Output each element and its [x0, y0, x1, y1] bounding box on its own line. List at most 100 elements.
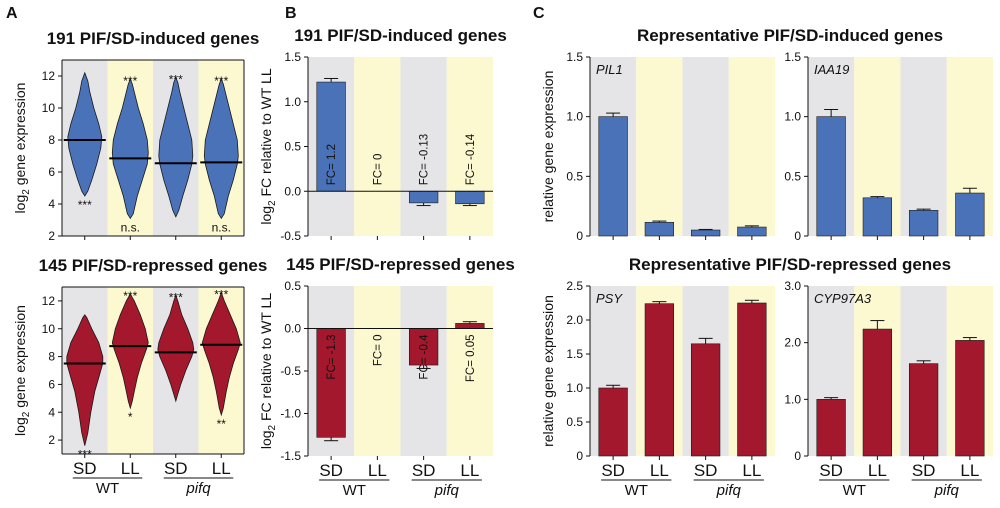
y-tick-label: 12 [42, 69, 56, 83]
x-tick-label: LL [121, 459, 140, 478]
bar-3 [690, 229, 721, 237]
bar-4 [455, 190, 485, 205]
background-band-2 [354, 286, 401, 456]
group-label-wt: WT [843, 482, 866, 499]
bar-1 [598, 387, 628, 457]
x-tick-label: SD [819, 461, 843, 480]
group-label-wt: WT [96, 480, 119, 497]
bar-4 [455, 323, 485, 329]
y-tick-label: 8 [48, 133, 55, 147]
x-tick-label: SD [601, 461, 625, 480]
y-tick-label: 12 [42, 294, 56, 308]
y-tick-label: 2.5 [566, 279, 583, 293]
y-tick-label: 1.5 [284, 50, 301, 64]
y-tick-label: 3.0 [784, 279, 801, 293]
significance-bottom-2: * [128, 410, 133, 424]
y-axis-label-subscript: 2 [21, 189, 32, 195]
group-label-wt: WT [625, 482, 648, 499]
bar-1 [316, 328, 346, 438]
y-tick-label: 2 [48, 433, 55, 447]
background-band-3 [900, 57, 947, 236]
bar-3 [690, 343, 721, 457]
chart-c-bottom-left: PSY 0 0.5 1.0 1.5 2.0 2.5 relative gene express… [540, 255, 951, 499]
bar-2 [644, 221, 675, 237]
x-tick-label: LL [742, 461, 761, 480]
violin-2 [111, 78, 149, 220]
bar-1 [816, 116, 846, 237]
x-tick-label: SD [319, 461, 343, 480]
y-axis-label-rest: gene expression [12, 305, 28, 412]
significance-top-3: *** [169, 73, 183, 87]
y-tick-label: 1.5 [784, 50, 801, 64]
y-tick-label: 4 [48, 197, 55, 211]
y-tick-label: 0.0 [284, 184, 301, 198]
y-tick-label: 2.0 [784, 336, 801, 350]
panel-label-a: A [6, 5, 18, 22]
background-band-3 [400, 57, 447, 236]
section-title: Representative PIF/SD-repressed genes [629, 255, 951, 274]
group-label-pifq: pifq [716, 482, 742, 499]
bar-2 [862, 197, 893, 237]
background-band-3 [682, 57, 729, 236]
y-tick-label: -0.5 [280, 364, 301, 378]
y-tick-label: 0.5 [284, 140, 301, 154]
x-tick-label: SD [912, 461, 936, 480]
group-label-wt: WT [343, 482, 366, 499]
fc-label-2: FC= 0 [372, 154, 384, 186]
background-band-4 [446, 286, 493, 456]
fc-label-4: FC= 0.05 [465, 335, 477, 383]
x-tick-label: LL [650, 461, 669, 480]
x-tick-label: SD [73, 459, 97, 478]
gene-name: PSY [596, 291, 623, 306]
y-tick-label: -1.5 [280, 449, 301, 463]
x-tick-label: LL [212, 459, 231, 478]
violin-2 [111, 293, 149, 410]
background-band-2 [354, 57, 401, 236]
fc-label-3: FC= -0.13 [419, 134, 431, 185]
y-tick-label: 1.0 [566, 381, 583, 395]
y-tick-label: 4 [48, 405, 55, 419]
bar-4 [955, 192, 985, 237]
x-tick-label: SD [164, 459, 188, 478]
y-axis-label-subscript: 2 [21, 411, 32, 417]
bar-3 [908, 363, 939, 457]
y-tick-label: -0.5 [280, 229, 301, 243]
significance-top-2: *** [123, 74, 137, 88]
y-tick-label: 8 [48, 350, 55, 364]
background-band-3 [400, 286, 447, 456]
significance-bottom-4: ** [217, 417, 227, 431]
y-tick-label: 0 [794, 229, 801, 243]
y-axis-label: log2 FC relative to WT LL [258, 293, 278, 449]
y-tick-label: 10 [42, 322, 56, 336]
chart-title: 145 PIF/SD-repressed genes [286, 255, 515, 274]
y-axis-label: log2 gene expression [12, 305, 32, 436]
bar-4 [737, 226, 767, 237]
x-tick-label: LL [868, 461, 887, 480]
y-axis-label-rest: FC relative to WT LL [258, 68, 274, 200]
group-label-pifq: pifq [434, 482, 460, 499]
significance-top-2: *** [123, 289, 137, 303]
background-band-4 [728, 57, 775, 236]
y-axis-label-subscript: 2 [267, 200, 278, 206]
violin-3 [158, 76, 194, 218]
y-tick-label: 2.0 [566, 313, 583, 327]
significance-bottom-4: n.s. [212, 220, 231, 234]
y-tick-label: 1.0 [784, 110, 801, 124]
violin-4 [201, 291, 241, 417]
y-axis-label: relative gene expression [540, 295, 556, 447]
y-tick-label: 1.0 [784, 392, 801, 406]
y-tick-label: -1.0 [280, 407, 301, 421]
group-label-pifq: pifq [185, 480, 211, 497]
y-tick-label: 6 [48, 377, 55, 391]
y-tick-label: 0.5 [284, 279, 301, 293]
gene-name: IAA19 [814, 62, 849, 77]
panel-label-b: B [285, 5, 297, 22]
y-tick-label: 0 [576, 449, 583, 463]
y-axis-label-rest: FC relative to WT LL [258, 293, 274, 425]
x-tick-label: LL [460, 461, 479, 480]
chart-title: 145 PIF/SD-repressed genes [39, 256, 268, 275]
group-label-pifq: pifq [934, 482, 960, 499]
section-title: Representative PIF/SD-induced genes [637, 26, 943, 45]
